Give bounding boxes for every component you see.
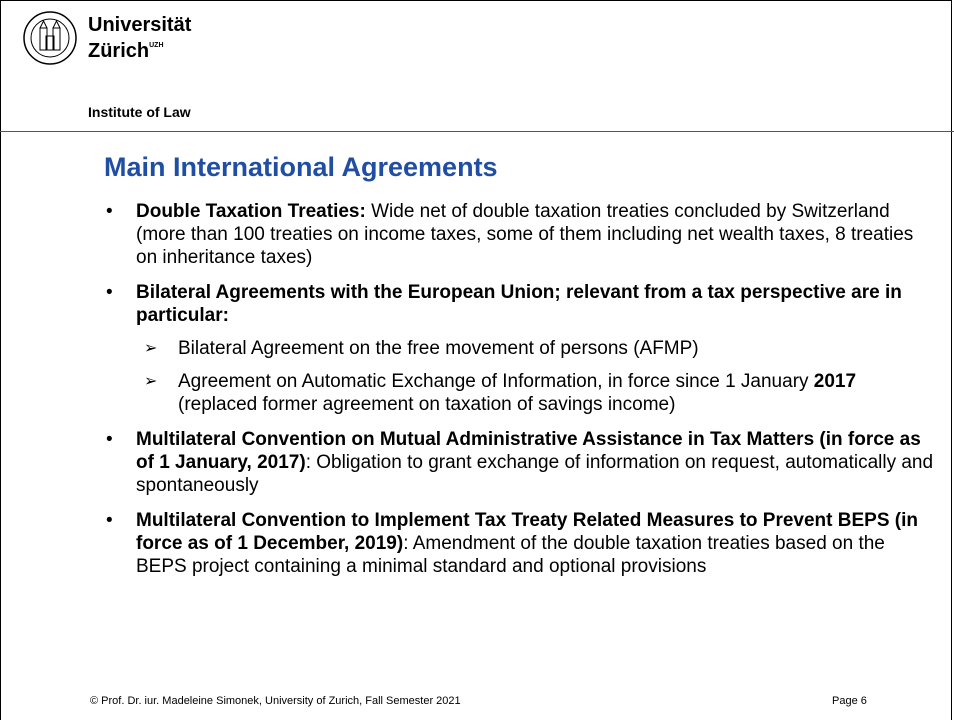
text-segment: : Obligation to grant exchange of inform…	[136, 452, 934, 496]
uzh-mark: UZH	[149, 42, 164, 49]
sub-bullet: Bilateral Agreement on the free movement…	[144, 337, 934, 360]
sub-bullet: Agreement on Automatic Exchange of Infor…	[144, 370, 934, 416]
city: Zürich	[88, 40, 150, 62]
bullet: Bilateral Agreements with the European U…	[104, 281, 934, 416]
text-segment: Multilateral Convention to Implement Tax…	[136, 510, 918, 554]
text-segment: (replaced former agreement on taxation o…	[178, 394, 676, 415]
footer-credit: © Prof. Dr. iur. Madeleine Simonek, Univ…	[90, 695, 461, 707]
page-number: Page 6	[832, 695, 867, 707]
uzh-seal	[23, 11, 77, 65]
text-segment: Wide net of double taxation treaties con…	[136, 201, 914, 268]
text-segment: 2017	[813, 371, 857, 392]
bullet-text: Multilateral Convention to Implement Tax…	[136, 509, 934, 578]
text-segment: : Amendment of the double taxation treat…	[136, 533, 885, 577]
bullet-text: Bilateral Agreements with the European U…	[136, 281, 934, 327]
text-segment: Bilateral Agreements with the European U…	[136, 282, 902, 326]
bullet-text: Double Taxation Treaties: Wide net of do…	[136, 200, 934, 269]
institute: Institute of Law	[88, 104, 191, 120]
university-name: Universität	[88, 14, 192, 36]
slide-title: Main International Agreements	[104, 152, 498, 182]
text-segment: Multilateral Convention on Mutual Admini…	[136, 429, 921, 473]
text-segment: Agreement on Automatic Exchange of Infor…	[178, 371, 814, 392]
university-city: ZürichUZH	[88, 40, 164, 63]
bullet: Double Taxation Treaties: Wide net of do…	[104, 200, 934, 269]
header-rule	[0, 131, 954, 132]
bullet: Multilateral Convention to Implement Tax…	[104, 509, 934, 578]
text-segment: Bilateral Agreement on the free movement…	[178, 338, 699, 359]
bullet-text: Multilateral Convention on Mutual Admini…	[136, 428, 934, 497]
bullet-list: Double Taxation Treaties: Wide net of do…	[104, 200, 934, 590]
text-segment: Double Taxation Treaties:	[136, 201, 366, 222]
bullet: Multilateral Convention on Mutual Admini…	[104, 428, 934, 497]
